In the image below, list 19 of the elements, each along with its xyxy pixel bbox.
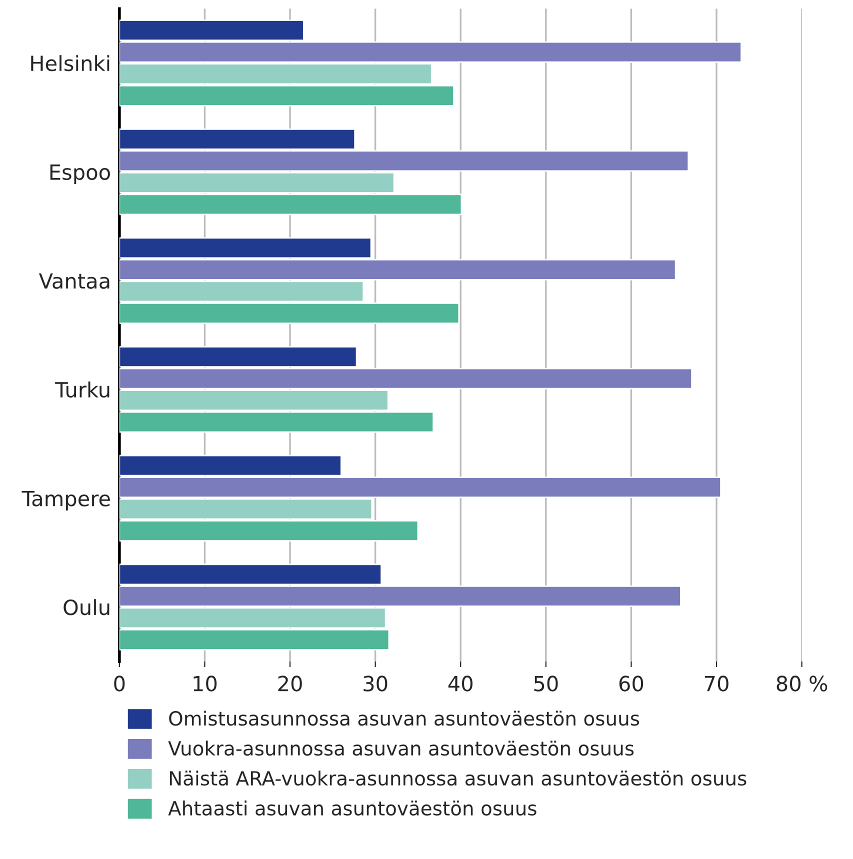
y-tick-label: Tampere (22, 490, 110, 510)
x-tick-label: 80 % (776, 676, 828, 692)
x-tick-label: 50 (534, 676, 558, 692)
x-tick-label: 30 (364, 676, 388, 692)
y-tick-label: Turku (55, 382, 110, 398)
y-tick-label: Espoo (50, 164, 110, 184)
x-tick-label: 60 (619, 676, 644, 692)
y-tick-label: Oulu (64, 599, 110, 616)
legend-label: Omistusasunnossa asuvan asuntoväestön osuus (169, 710, 640, 726)
x-tick-label: 20 (278, 676, 302, 692)
y-tick-label: Vantaa (38, 273, 110, 289)
x-tick-label: 0 (114, 676, 125, 692)
x-tick-label: 40 (448, 676, 472, 692)
x-tick-label: 70 (704, 676, 728, 692)
y-tick-label: Helsinki (31, 55, 110, 72)
legend-label: Vuokra-asunnossa asuvan asuntoväestön osuus (168, 740, 634, 756)
x-tick-label: 10 (194, 676, 217, 692)
legend-label: Ahtaasti asuvan asuntoväestön osuus (168, 800, 536, 816)
legend-label: Näistä ARA-vuokra-asunnossa asuvan asuntoväestön osuus (170, 770, 746, 786)
